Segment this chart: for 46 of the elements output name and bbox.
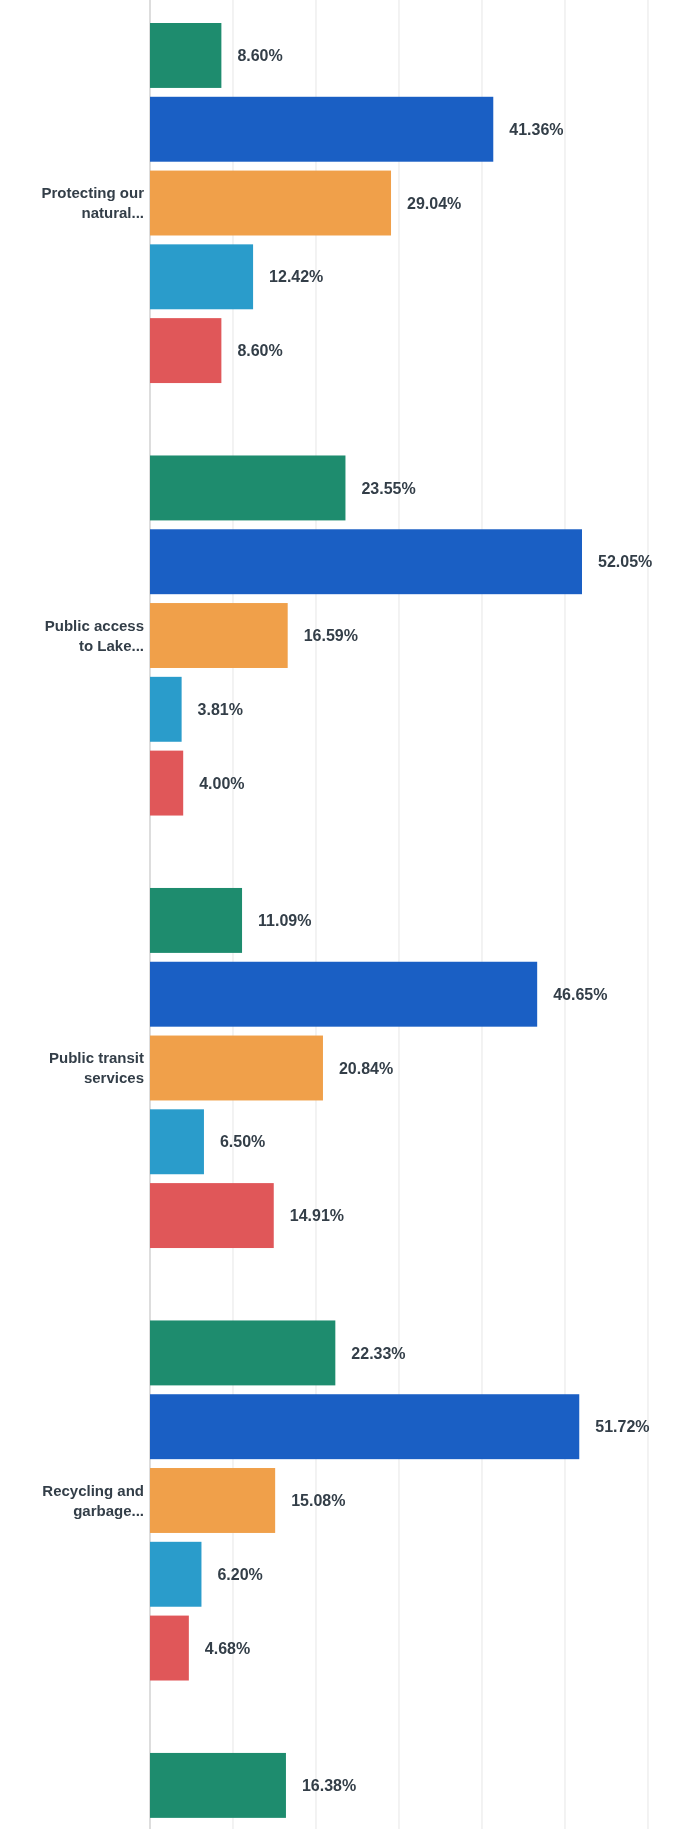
data-label: 6.20% (217, 1565, 263, 1583)
bar (150, 244, 254, 310)
data-label: 8.60% (237, 342, 283, 360)
data-label: 12.42% (269, 268, 324, 286)
bar (150, 455, 346, 521)
bar (150, 1468, 276, 1533)
bar (150, 23, 222, 88)
data-label: 46.65% (553, 985, 608, 1003)
y-tick-label: Recycling and garbage... (42, 1481, 144, 1519)
data-label: 16.38% (301, 1777, 357, 1794)
y-tick-label: Protecting our natural... (41, 184, 145, 222)
data-label: 4.00% (199, 774, 245, 792)
bar (150, 676, 182, 742)
data-label: 51.72% (595, 1418, 650, 1436)
bar (150, 887, 243, 953)
bar (150, 961, 538, 1027)
bar (150, 170, 392, 236)
bar (150, 1109, 204, 1175)
data-label: 23.55% (361, 479, 416, 497)
data-label: 20.84% (338, 1059, 394, 1077)
bar (150, 529, 582, 595)
y-tick-label: Public transit services (48, 1049, 144, 1087)
bar (150, 1183, 274, 1249)
data-label: 22.33% (351, 1344, 406, 1362)
data-label: 3.81% (197, 700, 243, 718)
data-label: 14.91% (289, 1207, 345, 1225)
data-label: 4.68% (204, 1639, 251, 1657)
data-label: 52.05% (598, 553, 653, 571)
data-label: 16.59% (303, 627, 358, 645)
bar (150, 603, 288, 668)
data-label: 41.36% (509, 120, 564, 138)
bar (150, 96, 494, 162)
data-label: 29.04% (407, 194, 462, 212)
y-tick-label: Public access to Lake... (44, 616, 144, 654)
data-label: 8.60% (237, 47, 283, 65)
data-label: 15.08% (291, 1492, 346, 1510)
data-label: 11.09% (258, 912, 312, 930)
bar (150, 318, 222, 384)
bar (150, 1035, 323, 1101)
bar (150, 1615, 189, 1681)
bar (150, 1752, 286, 1818)
data-label: 6.50% (219, 1133, 266, 1151)
bar (150, 1394, 580, 1460)
bar (150, 1541, 202, 1607)
bar (150, 750, 184, 816)
bar (150, 1320, 336, 1386)
